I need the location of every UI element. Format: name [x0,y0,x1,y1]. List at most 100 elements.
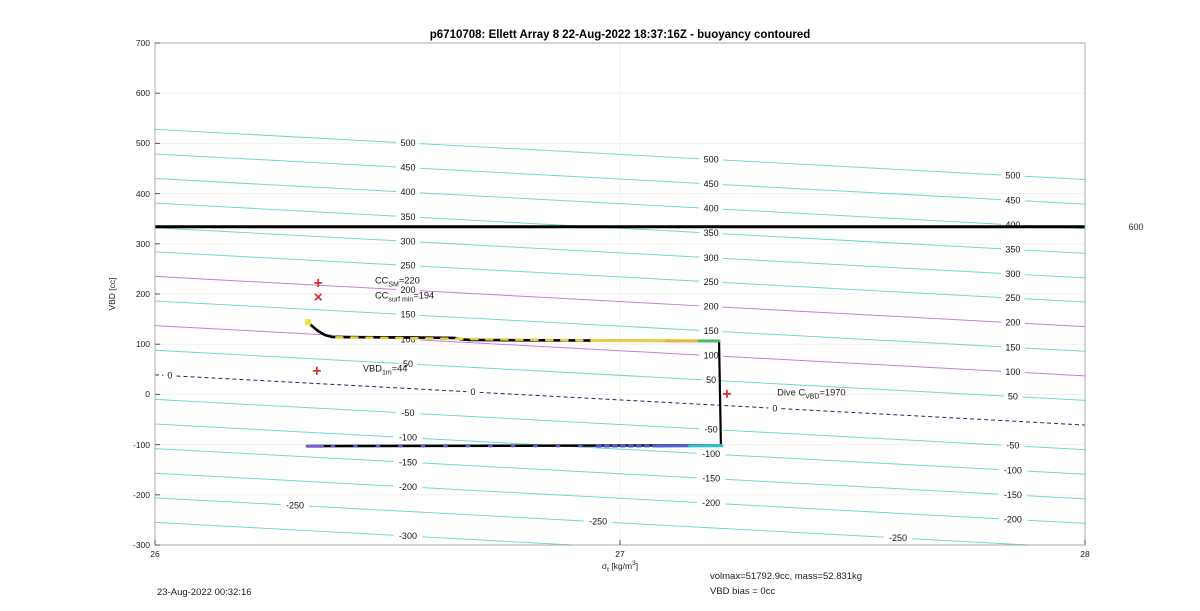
contour-label: -250 [589,517,607,527]
contour-line [1022,396,1085,401]
contour-line [155,128,397,143]
contour-line [725,478,999,495]
y-tick-label: 200 [135,289,150,299]
contour-label: 400 [1005,220,1020,230]
annotation-label: VBD1m=44 [362,363,408,377]
contour-label: 400 [400,187,415,197]
y-tick-label: 600 [135,88,150,99]
contour-line [722,306,1002,323]
contour-label: -150 [702,474,720,484]
contour-line [1024,200,1085,205]
contour-line [1027,495,1085,500]
sigma-subscript: t [607,566,609,574]
contour-label: -100 [399,433,417,443]
contour-lines-layer: 5005005004504504504004004003503503503003… [155,128,1085,545]
contour-line [1024,445,1085,451]
contour-line [419,192,700,209]
contour-label: -50 [401,408,414,418]
contour-line [722,233,1002,250]
contour-line [155,251,397,266]
contour-line [419,265,700,282]
contour-line [722,257,1002,274]
contour-line [912,538,1039,545]
contour-line [155,398,397,413]
contour-label: 300 [1005,269,1020,279]
red-plus-marker [722,389,731,398]
contour-line [422,462,697,479]
x-tick-label: 28 [1080,549,1090,559]
contour-line [722,281,1002,299]
contour-label: -150 [399,457,417,467]
trace-connector [717,339,723,447]
contour-label: -200 [399,482,417,492]
contour-label: -250 [889,533,907,543]
contour-label: 300 [400,236,415,246]
contour-line [722,331,1002,348]
x-tick-label: 27 [615,549,625,559]
contour-line [1027,519,1085,524]
contour-line [155,153,397,168]
contour-line [419,143,700,160]
contour-line [612,522,884,538]
y-tick-label: 100 [135,339,150,350]
x-axis-label: σt [kg/m3] [602,560,638,574]
contour-label: -300 [399,531,417,541]
x-axis-units-exponent: 3 [632,560,636,567]
trace-overlay [335,336,594,342]
contour-label: 350 [1005,244,1020,254]
axes-box-layer [154,42,1086,546]
contour-label: 500 [400,138,415,148]
contour-line [725,503,999,520]
plot-title: p6710708: Ellett Array 8 22-Aug-2022 18:… [429,29,811,41]
right-edge-line-label: 600 [1128,222,1144,232]
contour-line [155,178,397,193]
contour-label: 350 [704,228,719,238]
contour-line [722,184,1002,201]
contour-line [155,497,281,506]
x-axis-units: [kg/m [608,560,633,571]
timestamp: 23-Aug-2022 00:32:16 [157,587,252,598]
contour-label: 450 [400,163,415,173]
y-tick-label: 700 [135,38,150,48]
contour-line [419,413,700,430]
y-tick-label: -300 [132,540,150,550]
x-axis-units-close: ] [635,560,639,571]
y-tick-label: -200 [132,489,150,500]
red-plus-marker [314,278,323,287]
contour-label: 150 [704,326,719,336]
contour-line [419,241,700,258]
grid-layer [154,42,1086,546]
contour-line [155,300,397,315]
contour-line [155,275,397,290]
contour-line [419,290,700,307]
contour-label: -150 [1004,490,1022,500]
contour-line [1024,347,1085,352]
contour-line [419,314,700,331]
contour-label: 50 [1008,392,1018,402]
contour-line [1024,249,1085,254]
vbd-bias-text: VBD bias = 0cc [710,586,776,597]
contour-label: 450 [1005,195,1020,205]
contour-label: 150 [1005,342,1020,352]
contour-label: 250 [704,277,719,287]
contour-line [155,202,397,217]
contour-line [1024,322,1085,328]
contour-line [419,167,700,184]
contour-line [417,363,702,381]
y-tick-label: -100 [132,439,150,450]
contour-line [176,375,467,393]
contour-label: 500 [1005,171,1020,181]
trace-layer [305,320,724,448]
contour-label: -200 [1004,515,1022,525]
contour-label: 200 [704,301,719,311]
contour-line [419,339,700,356]
contour-line [720,380,1004,397]
contour-line [155,349,399,364]
marker-layer [304,278,731,398]
y-tick-label: 300 [135,238,150,249]
contour-label: 450 [704,179,719,189]
contour-label: 250 [1005,293,1020,303]
contour-line [722,355,1002,372]
volmax-mass-text: volmax=51792.9cc, mass=52.831kg [710,571,863,582]
